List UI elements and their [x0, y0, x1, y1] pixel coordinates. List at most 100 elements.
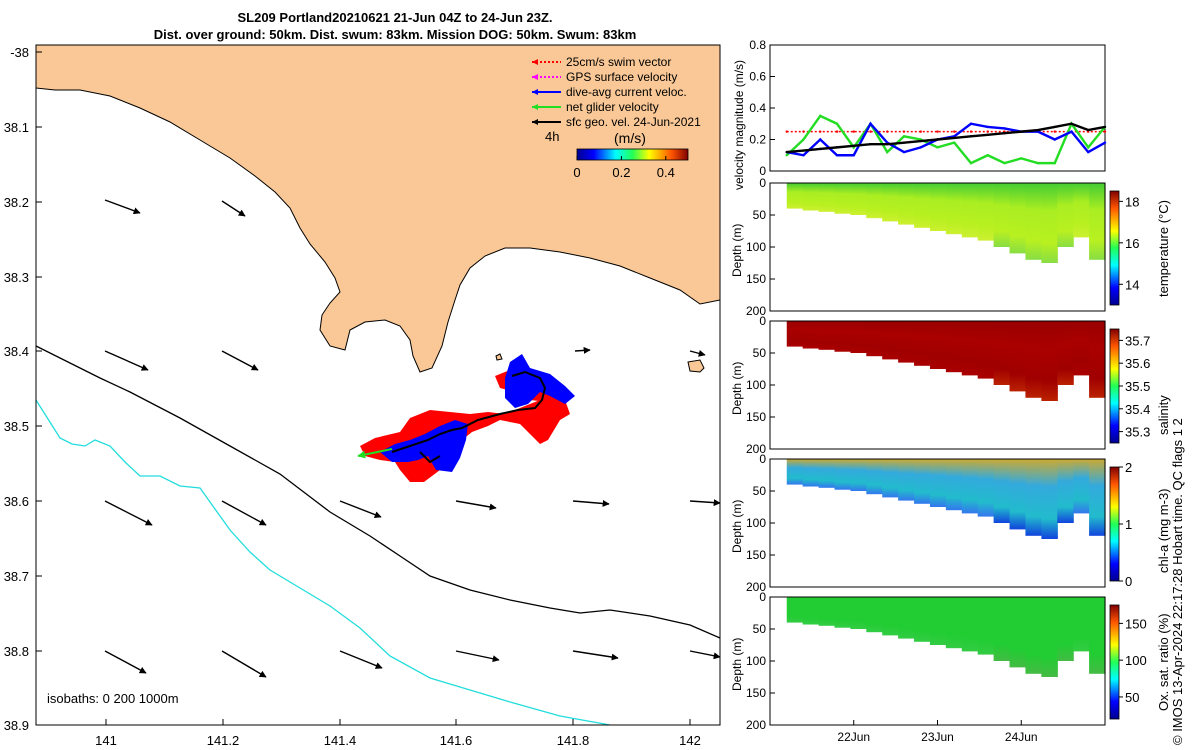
- velocity-point: [852, 144, 855, 147]
- legend-arrowhead: [532, 59, 538, 65]
- section-cell: [786, 183, 804, 209]
- velocity-point: [835, 146, 839, 149]
- velocity-point: [785, 150, 788, 154]
- geo-velocity-arrow: [104, 500, 153, 526]
- velocity-point: [785, 130, 788, 133]
- section-cell: [898, 183, 915, 225]
- depth-tick-label: 150: [746, 272, 766, 286]
- date-tick-label: 22Jun: [837, 730, 870, 744]
- map-colorbar-tick-label: 0: [573, 165, 580, 180]
- map-colorbar: [576, 148, 689, 161]
- depth-tick-label: 0: [759, 590, 766, 604]
- geo-velocity-arrow: [104, 650, 147, 674]
- velocity-point: [886, 143, 889, 146]
- net-velocity-arrow: [357, 448, 393, 459]
- velocity-point: [1020, 130, 1023, 133]
- velocity-point: [1036, 128, 1040, 132]
- section-cell: [850, 321, 867, 353]
- section-cell: [961, 459, 979, 514]
- map-y-tick-label: 38.4: [4, 344, 29, 359]
- velocity-point: [802, 130, 805, 133]
- section-cell: [1009, 321, 1027, 392]
- section-cell: [977, 459, 995, 517]
- geo-velocity-arrow: [455, 650, 500, 663]
- section-cell: [1025, 597, 1042, 674]
- section-cell: [882, 321, 899, 360]
- isobath-200-line: [36, 345, 720, 639]
- section-cell: [977, 183, 995, 241]
- section-cell: [818, 183, 836, 212]
- section-cell: [834, 321, 851, 352]
- section-cell: [1025, 459, 1042, 536]
- velocity-point: [1087, 128, 1090, 132]
- section-cell: [786, 459, 804, 485]
- colorbar-tick-label: 14: [1125, 277, 1139, 292]
- section-cell: [834, 459, 851, 490]
- section-cell: [850, 183, 867, 215]
- depth-tick-label: 100: [746, 516, 766, 530]
- depth-tick-label: 50: [753, 622, 767, 636]
- geo-velocity-arrow: [339, 500, 382, 518]
- depth-tick-label: 50: [753, 484, 767, 498]
- velocity-point: [1087, 146, 1090, 149]
- section-cell: [1073, 321, 1090, 376]
- depth-tick-label: 0: [759, 452, 766, 466]
- velocity-point: [886, 150, 889, 154]
- colorbar-tick-label: 35.6: [1125, 356, 1150, 371]
- velocity-point: [969, 122, 973, 125]
- section-cell: [1073, 459, 1090, 514]
- colorbar-tick-label: 150: [1125, 616, 1147, 631]
- velocity-point: [1036, 161, 1040, 165]
- velocity-point: [835, 130, 839, 133]
- legend-arrowhead: [532, 119, 538, 125]
- colorbar-tick-label: 35.4: [1125, 402, 1150, 417]
- section-cell: [993, 321, 1011, 385]
- map-y-tick-label: 38.2: [4, 195, 29, 210]
- map-x-tick-label: 141.8: [557, 733, 590, 748]
- section-cell: [929, 597, 947, 645]
- section-cell: [961, 183, 979, 238]
- velocity-point: [869, 122, 872, 125]
- velocity-y-tick-label: 0.6: [749, 70, 766, 84]
- depth-tick-label: 200: [746, 442, 766, 456]
- map-y-tick-label: 38.8: [4, 644, 29, 659]
- geo-velocity-arrow: [104, 350, 149, 371]
- section-cell: [961, 321, 979, 376]
- velocity-point: [1003, 161, 1006, 165]
- velocity-point: [986, 133, 989, 136]
- colorbar-tick-label: 16: [1125, 236, 1139, 251]
- section-cell: [1025, 183, 1042, 260]
- map-x-tick-label: 141.6: [440, 733, 473, 748]
- section-cell: [802, 459, 820, 487]
- map-y-tick-label: 38.9: [4, 718, 29, 733]
- colorbar-tick-label: 35.3: [1125, 425, 1150, 440]
- section-cell: [929, 321, 947, 369]
- section-panel-2: 0 50 100 150 200 Depth (m) 35.3 35.4 35.5 35.6 35.…: [730, 314, 1171, 456]
- section-cell: [1041, 459, 1058, 539]
- arrow-scale-label: 4h: [545, 129, 559, 144]
- velocity-y-tick-label: 0: [759, 164, 766, 178]
- section-cell: [818, 321, 836, 350]
- geo-velocity-arrow: [689, 349, 706, 357]
- geo-velocity-arrows: [104, 199, 720, 678]
- velocity-point: [1103, 125, 1107, 129]
- colorbar-tick-label: 100: [1125, 653, 1147, 668]
- map-x-tick-label: 141.4: [324, 733, 357, 748]
- section-cell: [786, 597, 804, 623]
- velocity-point: [869, 130, 872, 133]
- section-cell: [1025, 321, 1042, 398]
- section-cell: [945, 321, 963, 373]
- velocity-series-line: [785, 114, 1106, 165]
- section-cell: [866, 183, 883, 219]
- velocity-point: [819, 147, 822, 151]
- velocity-point: [869, 143, 872, 146]
- section-cell: [882, 183, 899, 222]
- section-cell: [914, 321, 931, 366]
- depth-tick-label: 100: [746, 240, 766, 254]
- map-x-tick-label: 141.2: [207, 733, 240, 748]
- velocity-point: [835, 122, 839, 125]
- depth-tick-label: 50: [753, 346, 767, 360]
- section-cell: [866, 321, 883, 357]
- geo-velocity-arrow: [339, 650, 383, 669]
